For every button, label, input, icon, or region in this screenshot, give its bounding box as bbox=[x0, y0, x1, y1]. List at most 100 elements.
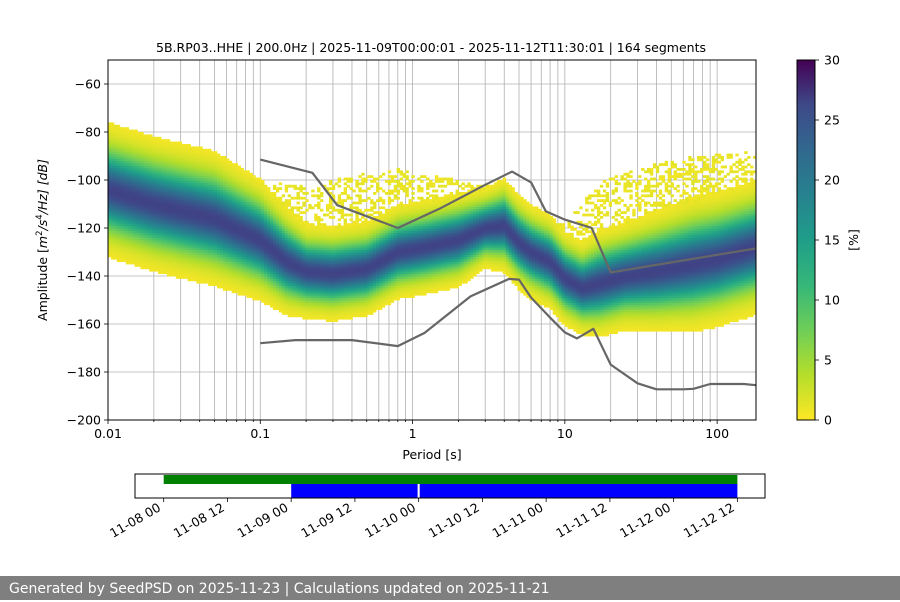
density-cell bbox=[311, 264, 314, 267]
density-cell bbox=[211, 154, 214, 157]
density-cell bbox=[208, 180, 211, 183]
density-cell bbox=[344, 230, 347, 233]
density-cell bbox=[217, 158, 220, 161]
density-cell bbox=[329, 298, 332, 301]
density-cell bbox=[338, 298, 341, 301]
density-cell bbox=[214, 230, 217, 233]
density-cell bbox=[258, 252, 261, 255]
density-cell bbox=[347, 178, 350, 181]
density-cell bbox=[276, 290, 279, 293]
density-cell bbox=[229, 238, 232, 241]
density-cell bbox=[267, 192, 270, 195]
density-cell bbox=[267, 252, 270, 255]
density-cell bbox=[205, 278, 208, 281]
density-cell bbox=[140, 168, 143, 171]
density-cell bbox=[217, 276, 220, 279]
density-cell bbox=[205, 264, 208, 267]
density-cell bbox=[320, 257, 323, 260]
density-cell bbox=[252, 250, 255, 253]
density-cell bbox=[214, 223, 217, 226]
density-cell bbox=[364, 276, 367, 279]
density-cell bbox=[288, 269, 291, 272]
density-cell bbox=[297, 314, 300, 317]
density-cell bbox=[344, 262, 347, 265]
density-cell bbox=[217, 238, 220, 241]
density-cell bbox=[108, 149, 111, 152]
density-cell bbox=[282, 240, 285, 243]
density-cell bbox=[282, 228, 285, 231]
density-cell bbox=[199, 278, 202, 281]
density-cell bbox=[179, 199, 182, 202]
density-cell bbox=[294, 247, 297, 250]
density-cell bbox=[108, 144, 111, 147]
density-cell bbox=[211, 199, 214, 202]
density-cell bbox=[364, 180, 367, 183]
density-cell bbox=[143, 202, 146, 205]
density-cell bbox=[255, 235, 258, 238]
density-cell bbox=[226, 182, 229, 185]
density-cell bbox=[297, 262, 300, 265]
density-cell bbox=[143, 154, 146, 157]
density-cell bbox=[241, 178, 244, 181]
density-cell bbox=[358, 202, 361, 205]
density-cell bbox=[241, 209, 244, 212]
density-cell bbox=[226, 242, 229, 245]
density-cell bbox=[373, 247, 376, 250]
density-cell bbox=[211, 170, 214, 173]
density-cell bbox=[137, 257, 140, 260]
density-cell bbox=[137, 259, 140, 262]
density-cell bbox=[294, 298, 297, 301]
density-cell bbox=[129, 180, 132, 183]
density-cell bbox=[314, 230, 317, 233]
density-cell bbox=[229, 221, 232, 224]
density-cell bbox=[108, 216, 111, 219]
density-cell bbox=[196, 247, 199, 250]
density-cell bbox=[220, 274, 223, 277]
density-cell bbox=[308, 266, 311, 269]
density-cell bbox=[202, 226, 205, 229]
density-cell bbox=[155, 146, 158, 149]
density-cell bbox=[264, 286, 267, 289]
density-cell bbox=[149, 178, 152, 181]
density-cell bbox=[364, 254, 367, 257]
density-cell bbox=[252, 298, 255, 301]
density-cell bbox=[276, 271, 279, 274]
density-cell bbox=[314, 242, 317, 245]
density-cell bbox=[273, 307, 276, 310]
density-cell bbox=[299, 312, 302, 315]
density-cell bbox=[229, 281, 232, 284]
density-cell bbox=[193, 158, 196, 161]
density-cell bbox=[276, 187, 279, 190]
density-cell bbox=[361, 295, 364, 298]
density-cell bbox=[232, 166, 235, 169]
density-cell bbox=[261, 209, 264, 212]
density-cell bbox=[379, 252, 382, 255]
density-cell bbox=[279, 295, 282, 298]
density-cell bbox=[185, 252, 188, 255]
density-cell bbox=[241, 254, 244, 257]
density-cell bbox=[185, 216, 188, 219]
density-cell bbox=[114, 257, 117, 260]
density-cell bbox=[376, 302, 379, 305]
density-cell bbox=[126, 211, 129, 214]
density-cell bbox=[188, 271, 191, 274]
density-cell bbox=[208, 250, 211, 253]
density-cell bbox=[341, 305, 344, 308]
density-cell bbox=[223, 226, 226, 229]
density-cell bbox=[211, 233, 214, 236]
density-cell bbox=[305, 209, 308, 212]
density-cell bbox=[373, 223, 376, 226]
density-cell bbox=[135, 245, 138, 248]
density-cell bbox=[182, 173, 185, 176]
density-cell bbox=[158, 154, 161, 157]
density-cell bbox=[143, 240, 146, 243]
density-cell bbox=[108, 226, 111, 229]
density-cell bbox=[179, 235, 182, 238]
density-cell bbox=[229, 278, 232, 281]
density-cell bbox=[285, 278, 288, 281]
density-cell bbox=[297, 252, 300, 255]
density-cell bbox=[314, 312, 317, 315]
density-cell bbox=[358, 199, 361, 202]
density-cell bbox=[202, 254, 205, 257]
density-cell bbox=[205, 182, 208, 185]
